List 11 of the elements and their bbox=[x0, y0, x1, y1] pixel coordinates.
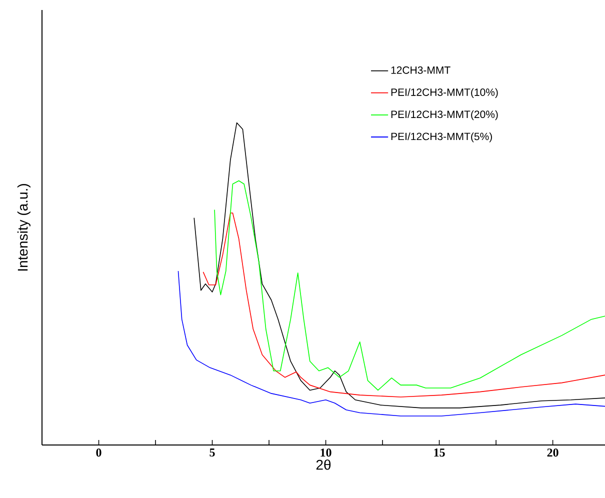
x-tick-label: 0 bbox=[96, 448, 102, 457]
x-tick-label: 20 bbox=[547, 448, 558, 457]
legend-label: 12CH3-MMT bbox=[391, 66, 450, 74]
x-tick-label: 15 bbox=[434, 448, 445, 457]
legend-label: PEI/12CH3-MMT(20%) bbox=[391, 110, 498, 120]
y-axis-title: Intensity (a.u.) bbox=[17, 184, 30, 271]
legend-label: PEI/12CH3-MMT(5%) bbox=[391, 132, 492, 142]
legend-label: PEI/12CH3-MMT(10%) bbox=[391, 88, 498, 98]
x-axis-title: 2θ bbox=[316, 459, 331, 470]
x-tick-label: 10 bbox=[320, 448, 332, 457]
x-tick-label: 5 bbox=[210, 448, 215, 456]
